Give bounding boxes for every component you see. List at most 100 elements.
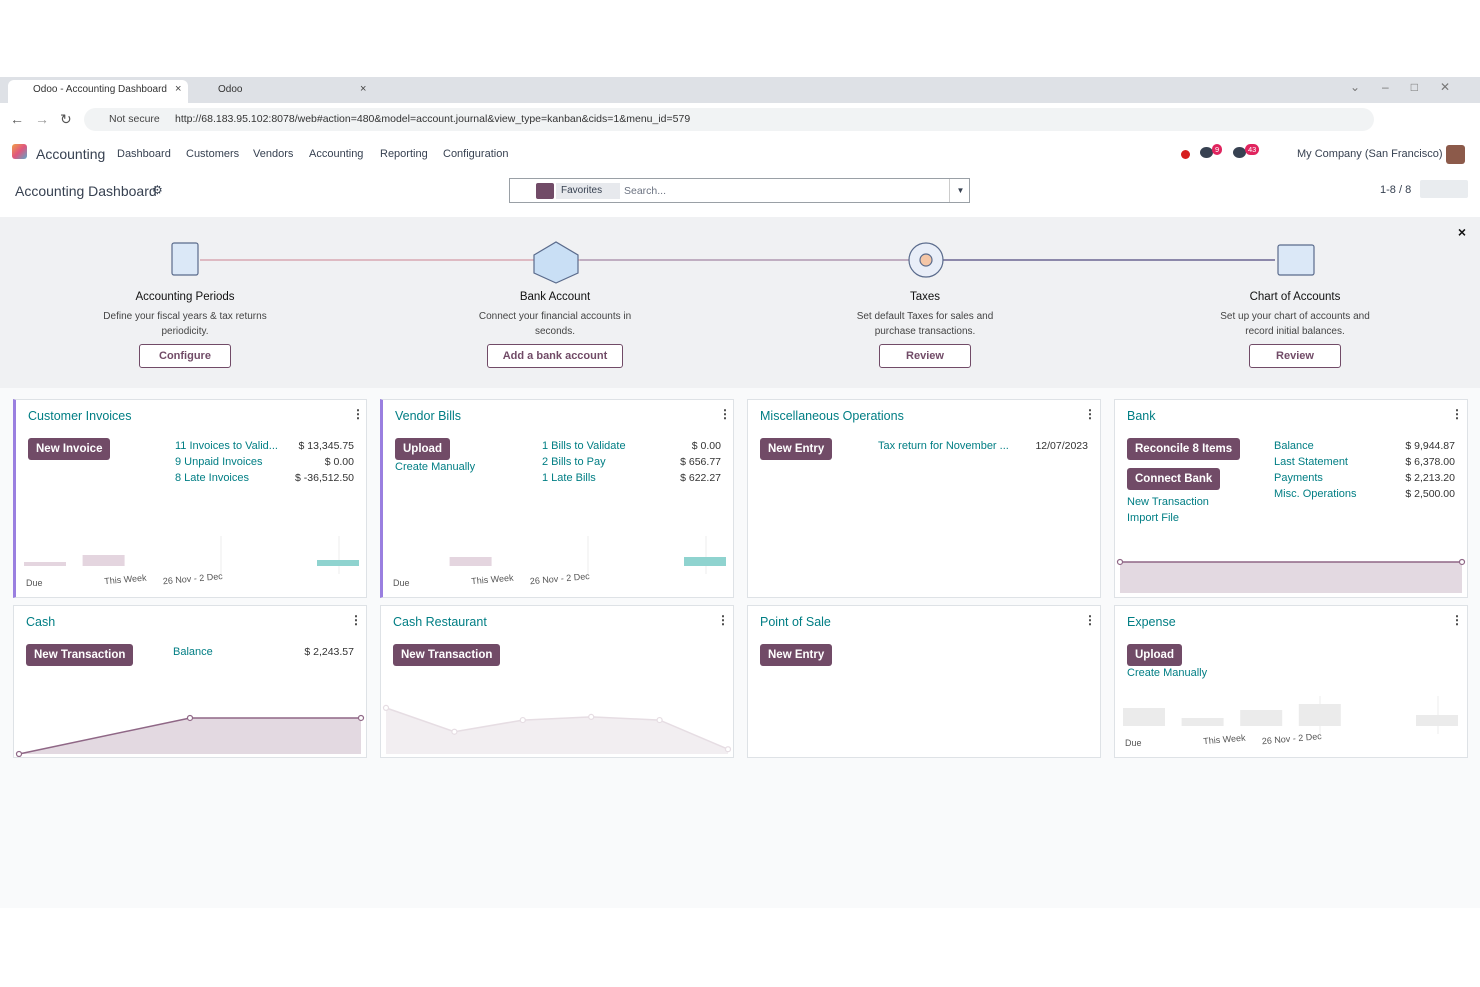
avatar[interactable] [1446,145,1465,164]
action-link[interactable]: New Transaction [1127,496,1209,508]
x-label: Due [393,578,410,588]
tab-strip [0,77,1480,103]
action-link[interactable]: Create Manually [1127,667,1208,679]
tab-close[interactable]: × [360,83,367,95]
forward-button[interactable]: → [35,111,49,127]
card-menu[interactable]: ⋮ [352,407,364,421]
card-menu[interactable]: ⋮ [1451,613,1463,627]
card-menu[interactable]: ⋮ [1451,407,1463,421]
bar [684,557,726,566]
menu-item[interactable]: Accounting [309,148,364,160]
card-title[interactable]: Vendor Bills [395,409,462,423]
tab-close[interactable]: × [175,83,182,95]
stat-value: $ 622.27 [680,472,721,484]
card-title[interactable]: Miscellaneous Operations [760,409,904,423]
x-label: 26 Nov - 2 Dec [1261,731,1322,746]
stat-label[interactable]: Misc. Operations [1274,488,1357,500]
step-description: Define your fiscal years & tax returns p… [103,311,267,337]
stat-label[interactable]: Tax return for November ... [878,440,1009,452]
close-onboarding[interactable]: × [1458,224,1466,240]
tab-title[interactable]: Odoo [218,84,243,95]
journal-graph: Due This Week 26 Nov - 2 Dec [1123,696,1458,748]
x-label: Due [26,578,43,588]
app-name[interactable]: Accounting [36,146,106,162]
card-menu[interactable]: ⋮ [1084,613,1096,627]
step-button[interactable]: Configure [139,344,231,368]
url[interactable]: http://68.183.95.102:8078/web#action=480… [175,113,691,125]
stat-label[interactable]: Balance [173,646,213,658]
action-link[interactable]: Import File [1127,512,1179,524]
menu-item[interactable]: Reporting [380,148,428,160]
dropdown-toggle[interactable]: ▼ [949,179,971,202]
stat-label[interactable]: 1 Bills to Validate [542,440,626,452]
card-menu[interactable]: ⋮ [1084,407,1096,421]
journal-card: Point of Sale ⋮ New Entry [747,605,1101,758]
card-menu[interactable]: ⋮ [719,407,731,421]
search-input[interactable]: Search... [624,185,667,197]
line [385,707,729,750]
back-button[interactable]: ← [10,111,24,127]
card-title[interactable]: Cash Restaurant [393,615,487,629]
step-description: Set default Taxes for sales and purchase… [856,311,994,337]
step-title: Accounting Periods [135,291,235,303]
pager[interactable]: 1-8 / 8 [1380,184,1412,196]
stat-label[interactable]: 9 Unpaid Invoices [175,456,263,468]
action-link[interactable]: Create Manually [395,461,476,473]
step-button[interactable]: Review [1249,344,1341,368]
action-button[interactable]: New Entry [760,438,833,460]
onboarding-panel [0,217,1480,388]
stat-label[interactable]: Balance [1274,440,1314,452]
pager-buttons[interactable] [1420,180,1468,198]
journal-graph [1116,558,1466,593]
card-title[interactable]: Cash [26,615,56,629]
x-label: This Week [1203,733,1247,747]
menu-item[interactable]: Customers [186,148,240,160]
reload-button[interactable]: ↻ [60,111,72,127]
step-button[interactable]: Review [879,344,971,368]
action-button[interactable]: New Transaction [393,644,501,666]
journal-graph: Due This Week 26 Nov - 2 Dec [24,536,359,588]
stat-label[interactable]: 11 Invoices to Valid... [175,440,278,452]
card-title[interactable]: Point of Sale [760,615,831,629]
stat-label[interactable]: Last Statement [1274,456,1348,468]
stat-value: $ 13,345.75 [298,440,354,452]
action-button[interactable]: New Entry [760,644,833,666]
tab-title[interactable]: Odoo - Accounting Dashboard [33,84,167,95]
action-button[interactable]: New Invoice [28,438,111,460]
menu-item[interactable]: Dashboard [117,148,171,160]
action-button[interactable]: New Transaction [26,644,134,666]
step-description: Connect your financial accounts in secon… [478,311,632,337]
journal-card: Expense ⋮ Upload Create Manually Due This Wee… [1114,605,1468,758]
point [186,714,194,722]
card-menu[interactable]: ⋮ [350,613,362,627]
badge: 43 [1245,144,1260,155]
card-menu[interactable]: ⋮ [717,613,729,627]
company[interactable]: My Company (San Francisco) [1297,148,1443,160]
action-button[interactable]: Upload [1127,644,1182,666]
facet[interactable]: Favorites [556,183,621,199]
card-title[interactable]: Customer Invoices [28,409,132,423]
stat-value: $ 2,500.00 [1405,488,1455,500]
action-button[interactable]: Reconcile 8 Items [1127,438,1241,460]
stat-label[interactable]: 8 Late Invoices [175,472,249,484]
card-title[interactable]: Bank [1127,409,1156,423]
security-label[interactable]: Not secure [109,113,160,125]
stat-label[interactable]: Payments [1274,472,1323,484]
settings-gear[interactable]: ⚙ [152,183,163,197]
card-title[interactable]: Expense [1127,615,1176,629]
action-button[interactable]: Upload [395,438,450,460]
active-tab[interactable] [8,80,188,103]
journal-card: Cash Restaurant ⋮ New Transaction [380,605,734,758]
menu-item[interactable]: Configuration [443,148,509,160]
stat-label[interactable]: 2 Bills to Pay [542,456,606,468]
stat-value: $ 0.00 [324,456,354,468]
window-controls[interactable]: ⌄–□✕ [1350,80,1473,94]
systray-icon[interactable] [1233,147,1246,158]
stat-label[interactable]: 1 Late Bills [542,472,596,484]
onboarding-graphics: × [171,224,1466,284]
systray-icon[interactable] [1200,147,1213,158]
action-button[interactable]: Connect Bank [1127,468,1221,490]
address-bar[interactable] [84,108,1374,131]
menu-item[interactable]: Vendors [253,148,294,160]
step-button[interactable]: Add a bank account [487,344,623,368]
